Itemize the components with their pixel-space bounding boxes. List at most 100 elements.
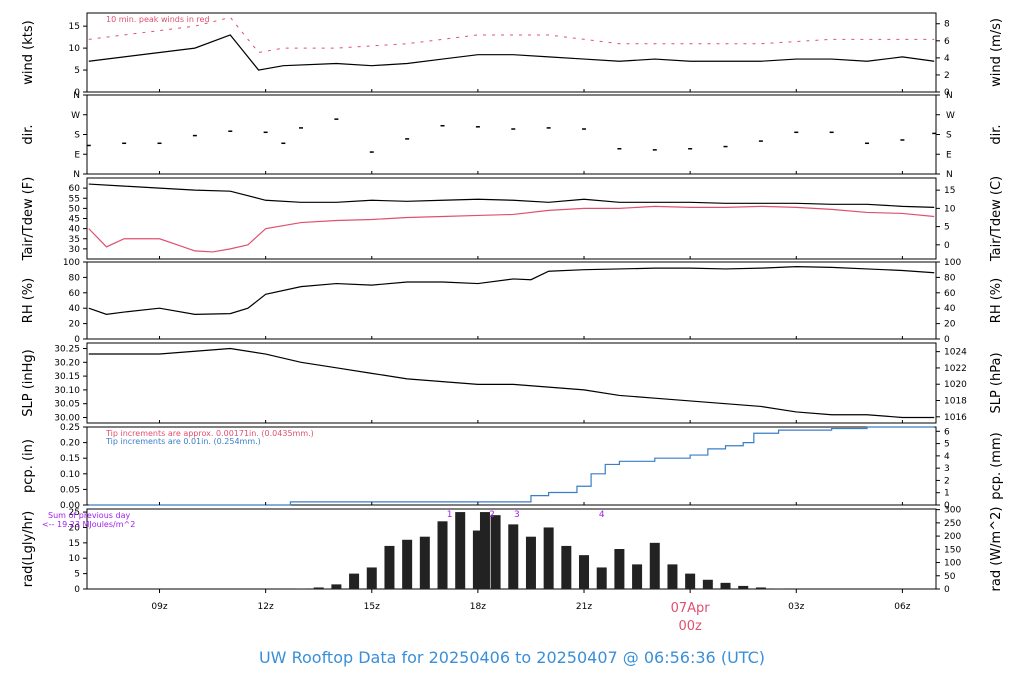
- rh-ylabel: RH (%): [21, 278, 36, 323]
- pcp-y2tick-label: 4: [944, 452, 950, 462]
- rh-y2label: RH (%): [989, 278, 1004, 323]
- pcp-y2tick-label: 6: [944, 427, 950, 437]
- pcp-y2label: pcp. (mm): [989, 432, 1004, 499]
- temp-y2tick-label: 0: [944, 241, 950, 251]
- slp-y2tick-label: 1016: [944, 413, 967, 423]
- wind-ytick-label: 0: [74, 88, 80, 98]
- pcp-ytick-label: 0.20: [60, 439, 80, 449]
- temp-ylabel: Tair/Tdew (F): [21, 177, 36, 262]
- rad-y2tick-label: 300: [944, 506, 961, 516]
- rad-bar: [755, 587, 766, 589]
- temp-ytick-label: 40: [69, 225, 81, 235]
- time-tick-label: 07Apr: [671, 601, 711, 616]
- dir-y2tick-label: W: [946, 111, 955, 121]
- dir-y2tick-label: E: [946, 150, 952, 160]
- rad-bar: [384, 545, 395, 589]
- time-tick-label: 18z: [470, 602, 486, 612]
- temp-y2tick-label: 15: [944, 186, 955, 196]
- rad-y2tick-label: 200: [944, 532, 961, 542]
- time-tick-label: 06z: [894, 602, 910, 612]
- rh-ytick-label: 100: [63, 258, 80, 268]
- rad-bar: [366, 567, 377, 589]
- pcp-ylabel: pcp. (in): [21, 439, 36, 493]
- wind-y2tick-label: 0: [944, 88, 950, 98]
- temp-y2tick-label: 10: [944, 204, 956, 214]
- wind-series-peak: [88, 16, 935, 54]
- wind-ylabel: wind (kts): [21, 20, 36, 84]
- slp-y2tick-label: 1024: [944, 348, 967, 358]
- rh-ytick-label: 80: [69, 273, 81, 283]
- temp-series-tdew: [88, 205, 935, 253]
- rad-bar: [313, 587, 324, 589]
- rad-y2tick-label: 250: [944, 519, 961, 529]
- wind-ytick-label: 10: [69, 44, 81, 54]
- rh-ytick-label: 40: [69, 304, 81, 314]
- pcp-y2tick-label: 2: [944, 476, 950, 486]
- rad-bar: [455, 512, 466, 589]
- dir-y2label: dir.: [989, 124, 1004, 144]
- pcp-ytick-label: 0.25: [60, 423, 80, 433]
- dir-y2tick-label: S: [946, 131, 952, 141]
- wind-y2tick-label: 6: [944, 37, 950, 47]
- slp-ytick-label: 30.05: [54, 400, 80, 410]
- rad-bar: [349, 573, 360, 589]
- slp-y2tick-label: 1018: [944, 397, 967, 407]
- rad-bar: [331, 584, 342, 589]
- temp-ytick-label: 45: [69, 215, 80, 225]
- rh-series-rh: [88, 266, 935, 315]
- temp-ytick-label: 30: [69, 245, 81, 255]
- pcp-note-exact: Tip increments are 0.01in. (0.254mm.): [105, 437, 261, 446]
- slp-y2label: SLP (hPa): [989, 352, 1004, 413]
- pcp-ytick-label: 0.10: [60, 470, 80, 480]
- slp-ytick-label: 30.10: [54, 386, 80, 396]
- dir-frame: [86, 94, 937, 175]
- wind-y2tick-label: 8: [944, 20, 950, 30]
- rh-ytick-label: 0: [74, 335, 80, 345]
- rad-marker: 4: [599, 510, 605, 520]
- rad-bar: [508, 524, 519, 589]
- rh-frame: [86, 261, 937, 340]
- pcp-ytick-label: 0.15: [60, 454, 80, 464]
- dir-ytick-label: E: [74, 150, 80, 160]
- rad-bar: [419, 536, 430, 589]
- rad-bar: [472, 530, 483, 589]
- rad-ytick-label: 25: [69, 508, 80, 518]
- slp-ytick-label: 30.25: [54, 345, 80, 355]
- temp-ytick-label: 55: [69, 194, 80, 204]
- dir-y2tick-label: N: [946, 91, 953, 101]
- pcp-ytick-label: 0.05: [60, 485, 80, 495]
- temp-y2label: Tair/Tdew (C): [989, 176, 1004, 262]
- footer-title: UW Rooftop Data for 20250406 to 20250407…: [258, 648, 766, 667]
- pcp-frame: [86, 426, 937, 506]
- pcp-y2tick-label: 5: [944, 440, 950, 450]
- rad-ytick-label: 15: [69, 539, 80, 549]
- rad-bar: [579, 555, 590, 589]
- time-tick-label: 03z: [788, 602, 804, 612]
- rh-y2tick-label: 20: [944, 320, 956, 330]
- rad-bar: [649, 542, 660, 589]
- rad-y2tick-label: 150: [944, 545, 961, 555]
- time-tick-label: 21z: [576, 602, 592, 612]
- rad-ytick-label: 20: [69, 523, 81, 533]
- rad-bar: [614, 549, 625, 589]
- pcp-y2tick-label: 3: [944, 464, 950, 474]
- slp-series-slp: [88, 347, 935, 419]
- slp-y2tick-label: 1022: [944, 364, 967, 374]
- pcp-y2tick-label: 1: [944, 489, 950, 499]
- temp-y2tick-label: 5: [944, 223, 950, 233]
- rad-bar: [490, 515, 501, 589]
- rad-bar: [561, 545, 572, 589]
- pcp-y2tick-label: 0: [944, 501, 950, 511]
- wind-frame: [86, 12, 937, 93]
- slp-ylabel: SLP (inHg): [21, 349, 36, 417]
- rad-marker: 1: [447, 510, 453, 520]
- rh-ytick-label: 20: [69, 320, 81, 330]
- dir-ytick-label: N: [73, 91, 80, 101]
- rad-bar: [632, 564, 643, 589]
- temp-series-tair: [88, 183, 935, 208]
- dir-y2tick-label: N: [946, 170, 953, 180]
- rad-bar: [702, 579, 713, 589]
- rad-y2tick-label: 0: [944, 585, 950, 595]
- temp-ytick-label: 50: [69, 204, 81, 214]
